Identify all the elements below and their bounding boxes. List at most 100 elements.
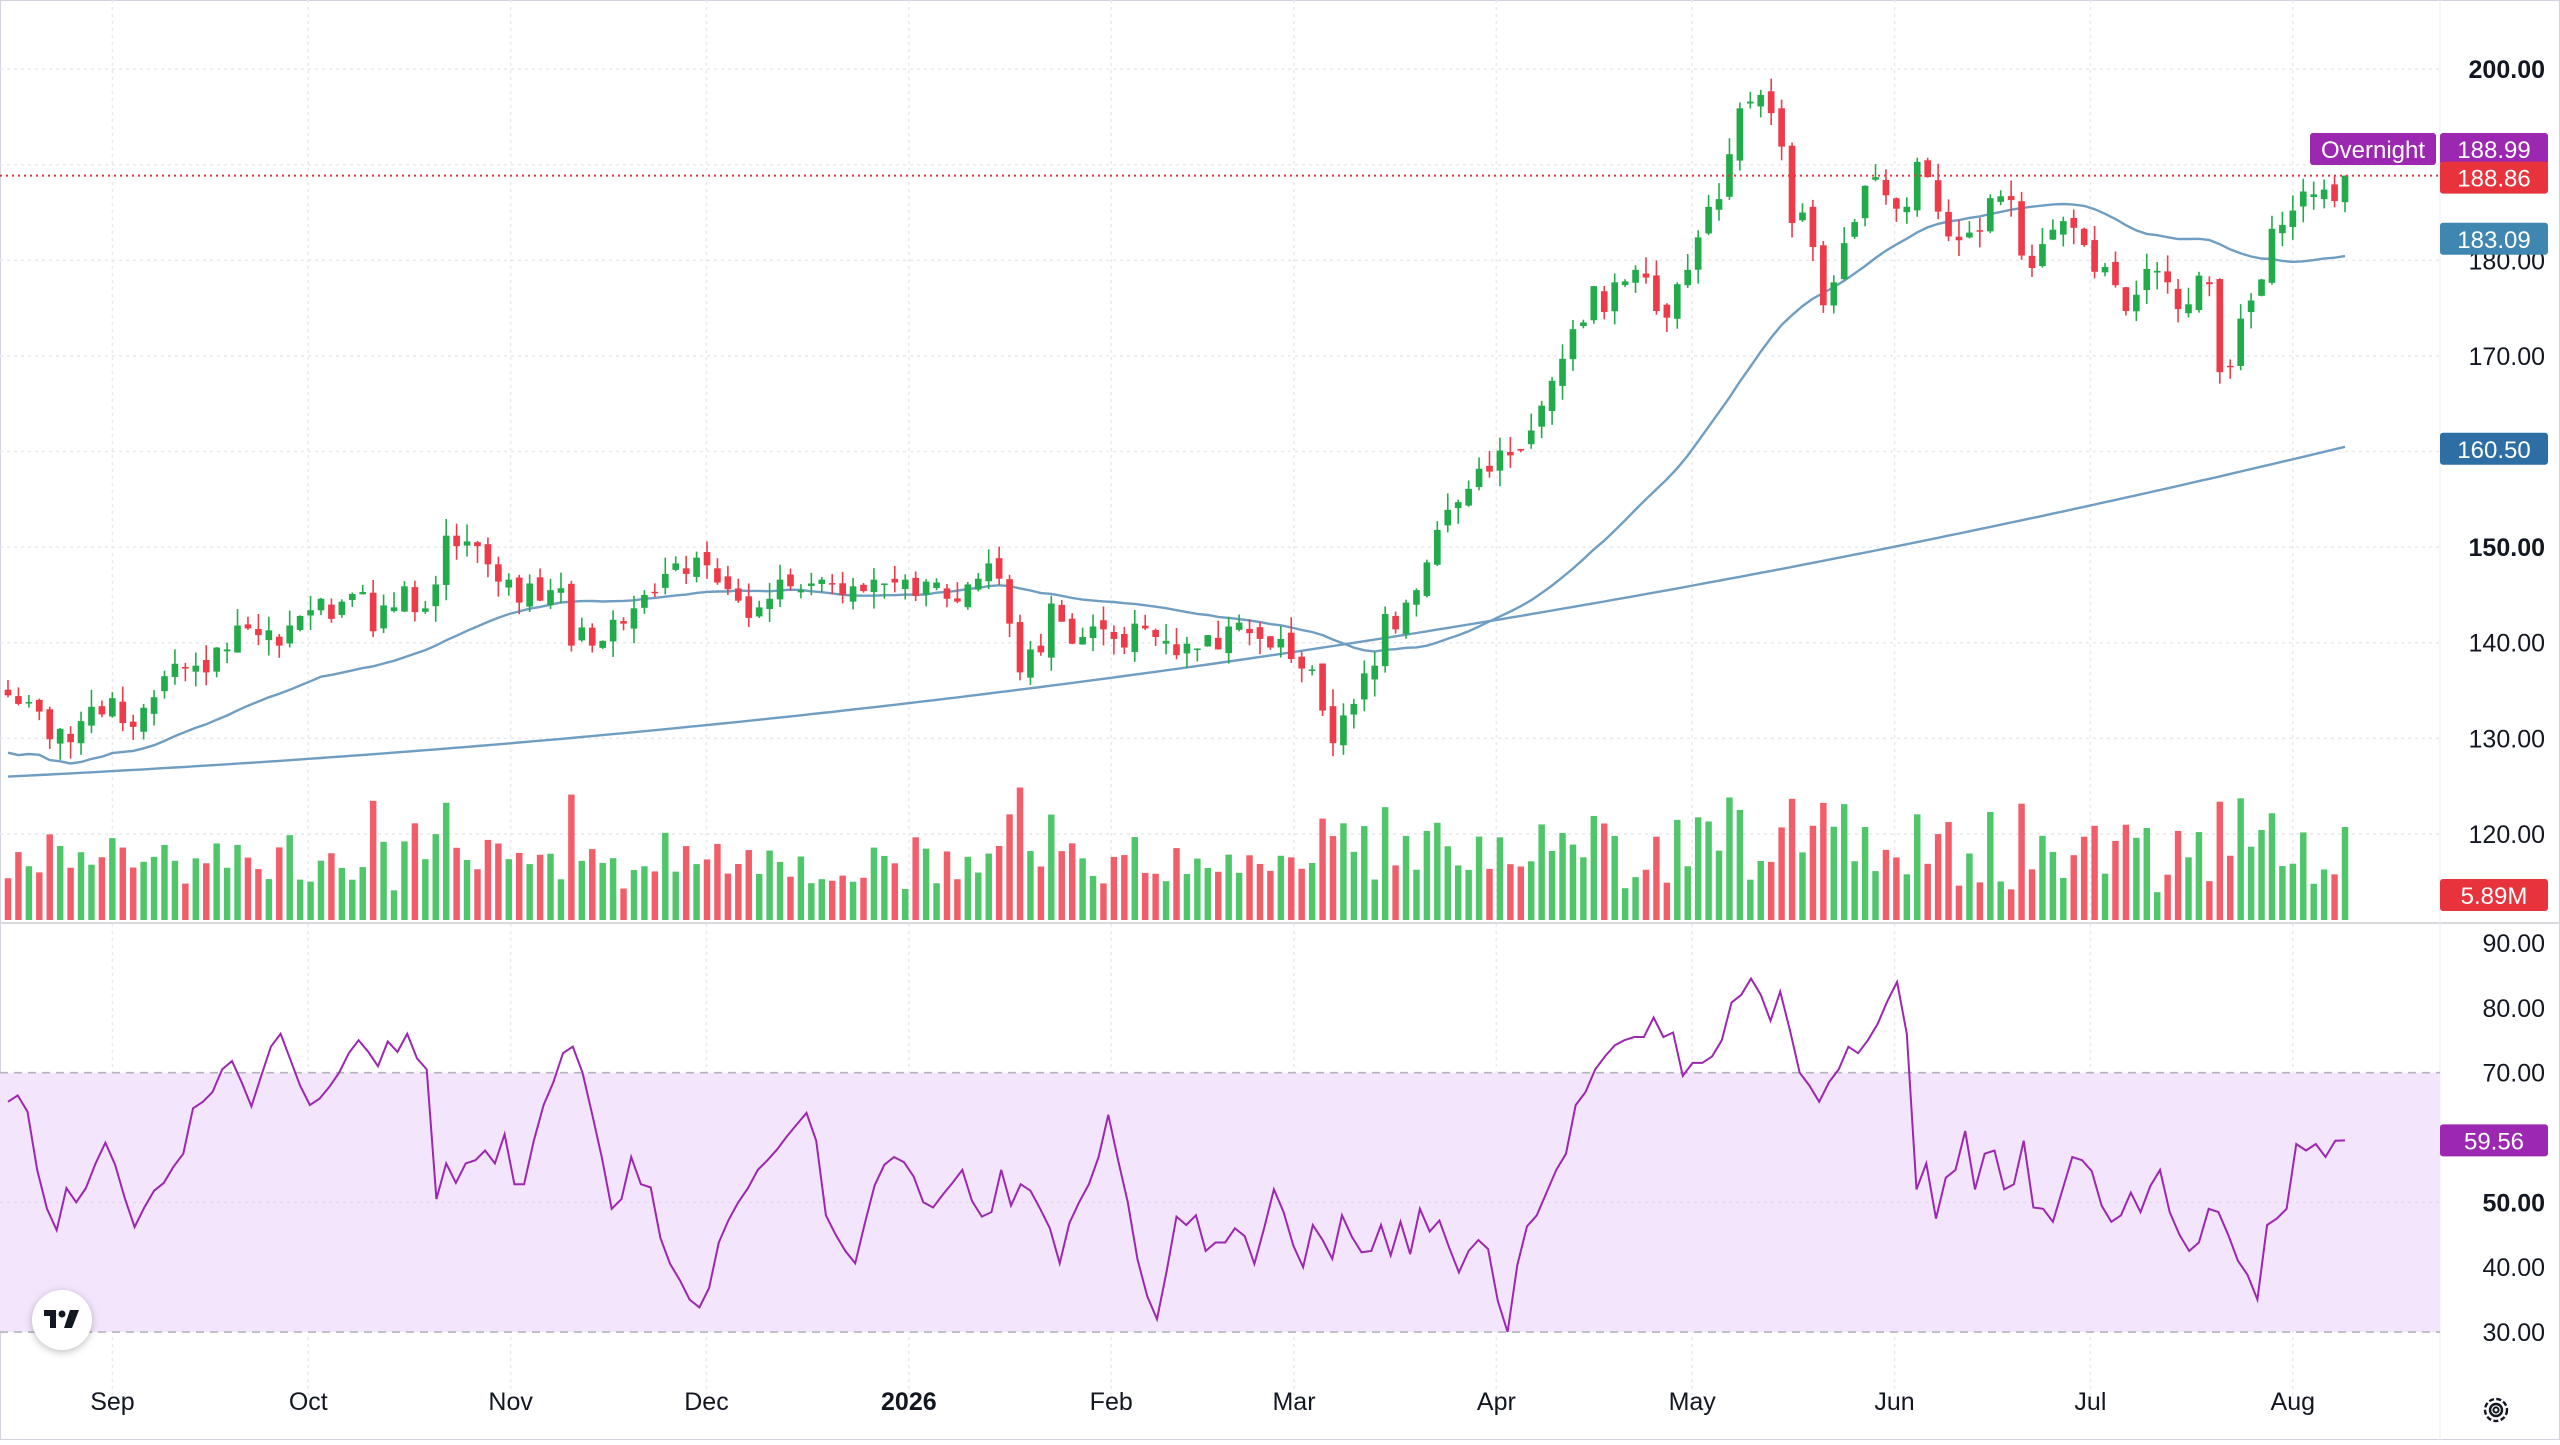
candle-body[interactable]	[98, 706, 106, 715]
candle-body[interactable]	[328, 604, 335, 619]
candle-body[interactable]	[1767, 91, 1775, 114]
candle-body[interactable]	[1371, 665, 1379, 680]
candle-body[interactable]	[2070, 217, 2078, 228]
candle-body[interactable]	[536, 577, 544, 601]
candle-body[interactable]	[88, 706, 95, 726]
candle-body[interactable]	[307, 610, 314, 616]
candle-body[interactable]	[985, 563, 993, 582]
candle-body[interactable]	[1214, 637, 1222, 650]
candle-body[interactable]	[275, 636, 283, 646]
candle-body[interactable]	[1100, 620, 1107, 630]
candle-body[interactable]	[766, 598, 773, 610]
candle-body[interactable]	[2080, 228, 2088, 246]
candle-body[interactable]	[411, 587, 419, 613]
candle-body[interactable]	[734, 588, 742, 601]
candle-body[interactable]	[1569, 329, 1577, 360]
candle-body[interactable]	[369, 592, 377, 632]
candle-body[interactable]	[661, 573, 669, 588]
candle-body[interactable]	[359, 592, 367, 595]
candle-body[interactable]	[1423, 562, 1431, 596]
candle-body[interactable]	[463, 541, 471, 546]
candle-body[interactable]	[1037, 645, 1045, 653]
candle-body[interactable]	[849, 586, 857, 602]
candle-body[interactable]	[244, 624, 252, 629]
candle-body[interactable]	[4, 689, 12, 696]
candle-body[interactable]	[1298, 656, 1306, 669]
candle-body[interactable]	[2101, 267, 2109, 273]
candle-body[interactable]	[213, 647, 220, 672]
candle-body[interactable]	[1820, 245, 1827, 306]
candle-body[interactable]	[2237, 318, 2244, 366]
candle-body[interactable]	[808, 583, 815, 586]
candle-body[interactable]	[599, 640, 607, 648]
candle-body[interactable]	[1882, 179, 1890, 196]
candle-body[interactable]	[870, 579, 878, 593]
candle-body[interactable]	[1246, 628, 1253, 634]
candle-body[interactable]	[1152, 630, 1159, 638]
candle-body[interactable]	[2226, 365, 2234, 368]
candle-body[interactable]	[1277, 638, 1285, 648]
candle-body[interactable]	[620, 621, 627, 624]
candle-body[interactable]	[1319, 663, 1326, 711]
candle-body[interactable]	[1434, 529, 1441, 565]
candle-body[interactable]	[1392, 615, 1399, 630]
candle-body[interactable]	[140, 707, 147, 732]
candle-body[interactable]	[745, 596, 753, 618]
candle-body[interactable]	[1496, 450, 1504, 471]
candle-body[interactable]	[1235, 622, 1243, 630]
candle-body[interactable]	[933, 582, 940, 589]
candle-body[interactable]	[1673, 284, 1681, 319]
candlestick-series[interactable]	[0, 78, 2440, 760]
candle-body[interactable]	[495, 564, 502, 582]
candle-body[interactable]	[2268, 228, 2276, 283]
candle-body[interactable]	[1851, 222, 1858, 237]
candle-body[interactable]	[1340, 715, 1347, 746]
candle-body[interactable]	[1799, 212, 1806, 221]
candle-body[interactable]	[1465, 488, 1472, 506]
candle-body[interactable]	[2153, 270, 2161, 273]
candle-body[interactable]	[2049, 229, 2057, 240]
candle-body[interactable]	[192, 665, 200, 672]
candle-body[interactable]	[401, 586, 408, 612]
candle-body[interactable]	[2091, 240, 2098, 272]
candle-body[interactable]	[651, 591, 659, 594]
candle-body[interactable]	[421, 608, 429, 612]
candle-body[interactable]	[1694, 237, 1702, 270]
candle-body[interactable]	[1381, 614, 1389, 667]
candle-body[interactable]	[1913, 161, 1921, 211]
candle-body[interactable]	[818, 579, 826, 584]
candle-body[interactable]	[1121, 634, 1128, 648]
candle-body[interactable]	[1653, 275, 1660, 311]
candle-body[interactable]	[1872, 177, 1879, 180]
candle-body[interactable]	[1903, 206, 1911, 213]
candle-body[interactable]	[1454, 502, 1462, 509]
candle-body[interactable]	[1809, 206, 1817, 247]
candle-body[interactable]	[2289, 210, 2297, 227]
candle-body[interactable]	[1559, 358, 1566, 386]
candle-body[interactable]	[2331, 184, 2338, 202]
candle-body[interactable]	[1830, 282, 1838, 306]
candle-body[interactable]	[1267, 636, 1274, 648]
candle-body[interactable]	[2018, 201, 2025, 256]
candle-body[interactable]	[2341, 175, 2349, 203]
candle-body[interactable]	[2320, 189, 2328, 200]
candle-body[interactable]	[1486, 465, 1493, 472]
candle-body[interactable]	[234, 625, 241, 653]
candle-body[interactable]	[1079, 637, 1086, 645]
candle-body[interactable]	[1308, 669, 1316, 672]
candle-body[interactable]	[390, 607, 398, 612]
candle-body[interactable]	[630, 608, 638, 629]
candle-body[interactable]	[202, 659, 210, 673]
candle-body[interactable]	[1746, 101, 1754, 104]
candle-body[interactable]	[2299, 191, 2307, 207]
candle-body[interactable]	[1329, 706, 1337, 744]
candle-body[interactable]	[2185, 304, 2192, 314]
candle-body[interactable]	[1997, 196, 2005, 202]
candle-body[interactable]	[2279, 224, 2286, 234]
candle-body[interactable]	[474, 542, 481, 547]
candle-body[interactable]	[338, 601, 346, 615]
gear-icon[interactable]	[2478, 1392, 2514, 1428]
candle-body[interactable]	[255, 628, 262, 636]
candle-body[interactable]	[693, 557, 700, 577]
